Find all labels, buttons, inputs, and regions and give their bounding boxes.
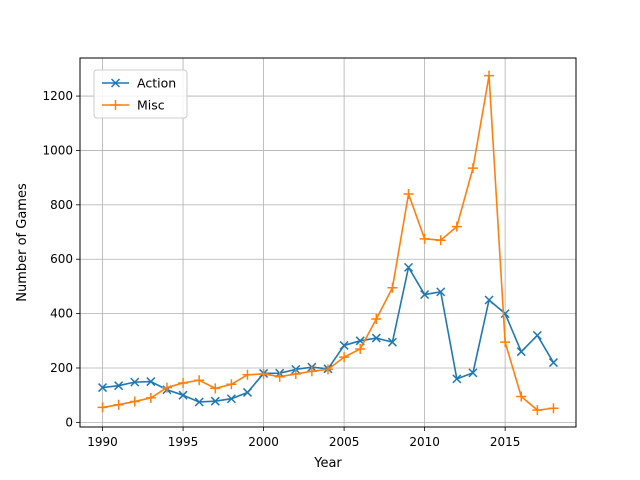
x-tick-label: 2000	[248, 435, 279, 449]
misc-point	[323, 364, 333, 375]
action-point	[468, 368, 478, 378]
misc-point	[178, 377, 189, 388]
action-point	[548, 358, 558, 368]
misc-point	[274, 371, 285, 382]
misc-point	[113, 399, 124, 410]
series-lines	[97, 70, 559, 416]
legend-marker-action	[110, 78, 121, 88]
x-tick-label: 2005	[329, 435, 360, 449]
misc-point	[387, 282, 398, 293]
series-misc	[97, 70, 559, 416]
action-point	[226, 394, 236, 404]
misc-line	[102, 74, 554, 411]
legend-item-action: Action	[102, 76, 176, 91]
axis-ticks: 1990 1995 2000 2005 2010 2015 0 200 400 600 800 100…	[42, 89, 520, 449]
x-tick-label: 1995	[168, 435, 199, 449]
misc-point	[194, 375, 205, 386]
action-point	[98, 383, 108, 393]
action-point	[130, 377, 140, 387]
y-tick-label: 400	[50, 307, 73, 321]
action-point	[387, 337, 397, 347]
action-point	[146, 377, 156, 387]
action-point	[436, 287, 446, 297]
x-tick-label: 2010	[409, 435, 440, 449]
misc-point	[97, 402, 108, 413]
misc-point	[500, 337, 511, 348]
misc-point	[403, 188, 414, 199]
y-axis-label: Number of Games	[15, 183, 30, 302]
y-tick-label: 800	[50, 198, 73, 212]
action-point	[420, 290, 430, 300]
misc-point	[548, 403, 559, 414]
y-tick-label: 200	[50, 361, 73, 375]
y-tick-label: 1000	[42, 143, 73, 157]
y-tick-label: 600	[50, 252, 73, 266]
misc-point	[242, 369, 253, 380]
action-point	[371, 333, 381, 343]
misc-point	[210, 383, 221, 394]
misc-point	[435, 235, 446, 246]
action-point	[242, 387, 253, 397]
misc-point	[129, 396, 140, 407]
misc-point	[532, 405, 543, 416]
y-tick-label: 1200	[42, 89, 73, 103]
x-tick-label: 1990	[87, 435, 118, 449]
action-point	[403, 262, 414, 272]
x-axis-label: Year	[313, 456, 342, 471]
legend: Action Misc	[93, 69, 188, 119]
action-point	[194, 397, 204, 407]
misc-point	[484, 70, 495, 81]
legend-item-misc: Misc	[102, 98, 165, 113]
misc-point	[451, 221, 462, 232]
x-tick-label: 2015	[490, 435, 521, 449]
misc-point	[516, 391, 527, 402]
misc-point	[258, 368, 269, 379]
misc-point	[371, 314, 382, 325]
plot-frame	[79, 57, 577, 428]
legend-label-misc: Misc	[137, 98, 165, 113]
misc-point	[467, 163, 478, 174]
misc-point	[306, 366, 317, 377]
misc-point	[339, 352, 350, 363]
misc-point	[290, 368, 301, 379]
legend-marker-misc	[110, 100, 121, 110]
action-point	[210, 396, 220, 406]
misc-point	[161, 382, 172, 393]
misc-point	[419, 233, 430, 244]
action-point	[516, 347, 526, 357]
action-point	[178, 390, 188, 400]
misc-point	[145, 392, 156, 403]
action-point	[339, 340, 349, 350]
legend-label-action: Action	[137, 76, 176, 91]
action-point	[532, 330, 542, 340]
action-point	[452, 374, 462, 384]
misc-point	[226, 379, 237, 390]
action-point	[114, 381, 124, 391]
misc-point	[355, 343, 366, 354]
y-tick-label: 0	[65, 415, 73, 429]
action-line	[102, 266, 555, 403]
action-point	[484, 295, 494, 305]
